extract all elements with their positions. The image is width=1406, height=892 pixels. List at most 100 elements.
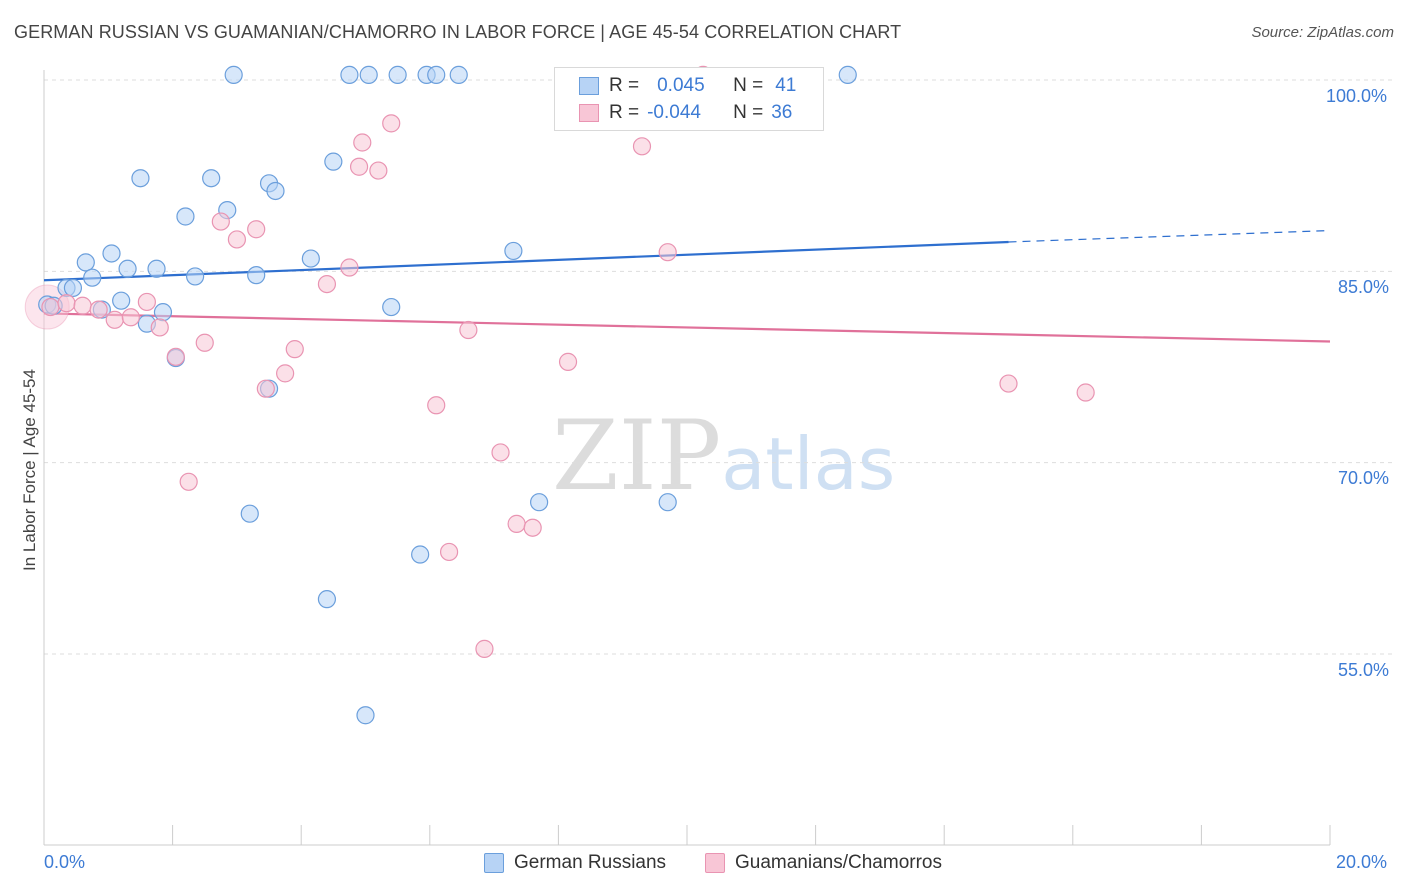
- x-tick-label: 0.0%: [44, 852, 86, 872]
- data-point-guamanians: [523, 518, 542, 537]
- watermark: ZIPatlas: [552, 400, 895, 512]
- source-label: Source: ZipAtlas.com: [1251, 24, 1394, 41]
- data-point-german-russians: [186, 267, 205, 286]
- y-tick-label: 55.0%: [1338, 660, 1390, 680]
- data-point-german-russians: [838, 65, 857, 84]
- data-point-guamanians: [340, 258, 359, 277]
- correlation-legend: R = 0.045 N = 41 R = -0.044 N = 36: [554, 67, 824, 131]
- data-point-guamanians: [369, 161, 388, 180]
- legend-n-label: N =: [733, 102, 764, 123]
- data-point-guamanians: [89, 300, 108, 319]
- data-point-guamanians: [475, 639, 494, 658]
- data-point-german-russians: [530, 493, 549, 512]
- data-points: [24, 65, 1095, 725]
- data-point-german-russians: [176, 207, 195, 226]
- legend-row-german-russians: R = 0.045 N = 41: [555, 72, 796, 100]
- data-point-guamanians: [382, 114, 401, 133]
- data-point-german-russians: [147, 259, 166, 278]
- data-point-guamanians: [1076, 383, 1095, 402]
- data-point-guamanians: [658, 243, 677, 262]
- data-point-guamanians: [105, 310, 124, 329]
- data-point-german-russians: [224, 65, 243, 84]
- data-point-guamanians: [276, 364, 295, 383]
- y-tick-label: 85.0%: [1338, 277, 1390, 297]
- watermark-atlas: atlas: [721, 422, 896, 506]
- x-tick-label: 20.0%: [1336, 852, 1388, 872]
- data-point-guamanians: [211, 212, 230, 231]
- data-point-guamanians: [150, 318, 169, 337]
- data-point-german-russians: [112, 291, 131, 310]
- legend-label: German Russians: [514, 852, 667, 873]
- data-point-german-russians: [382, 297, 401, 317]
- data-point-german-russians: [102, 244, 121, 263]
- data-point-guamanians: [507, 514, 526, 533]
- data-point-guamanians: [558, 352, 578, 371]
- legend-swatch-pink: [579, 104, 599, 122]
- legend-swatch-blue: [484, 853, 504, 873]
- y-tick-label: 100.0%: [1326, 86, 1388, 106]
- data-point-german-russians: [317, 590, 337, 609]
- data-point-guamanians: [41, 297, 60, 317]
- data-point-guamanians: [491, 443, 510, 462]
- data-point-guamanians: [999, 374, 1018, 393]
- data-point-guamanians: [256, 379, 275, 398]
- y-tick-label: 70.0%: [1338, 468, 1390, 488]
- data-point-german-russians: [131, 169, 150, 188]
- data-point-german-russians: [266, 181, 285, 201]
- legend-item-guamanians[interactable]: Guamanians/Chamorros: [705, 852, 942, 874]
- data-point-guamanians: [285, 340, 304, 359]
- legend-r-value: -0.044: [647, 102, 701, 123]
- data-point-guamanians: [73, 296, 92, 315]
- data-point-guamanians: [195, 333, 214, 352]
- legend-r-value: 0.045: [657, 75, 705, 96]
- legend-label: Guamanians/Chamorros: [735, 852, 942, 873]
- axes: [43, 70, 1331, 846]
- legend-swatch-pink: [705, 853, 725, 873]
- data-point-german-russians: [202, 169, 221, 188]
- data-point-german-russians: [411, 545, 430, 564]
- data-point-german-russians: [247, 266, 266, 285]
- legend-n-label: N =: [733, 75, 764, 96]
- data-point-guamanians: [353, 133, 372, 152]
- data-point-guamanians: [349, 157, 369, 176]
- data-point-guamanians: [247, 220, 266, 239]
- trend-line-german-russians: [43, 240, 1009, 282]
- trend-lines: [43, 229, 1331, 343]
- data-point-german-russians: [63, 278, 83, 298]
- chart-title: GERMAN RUSSIAN VS GUAMANIAN/CHAMORRO IN …: [14, 22, 902, 42]
- legend-r-label: R =: [609, 75, 640, 96]
- data-point-guamanians: [439, 542, 459, 562]
- trend-line-extension: [1008, 229, 1331, 243]
- data-point-german-russians: [153, 303, 173, 322]
- legend-swatch-blue: [579, 77, 599, 95]
- legend-row-guamanians: R = -0.044 N = 36: [555, 99, 792, 127]
- legend-n-value: 36: [771, 102, 793, 123]
- trend-line-guamanians: [43, 312, 1331, 343]
- data-point-german-russians: [301, 249, 320, 268]
- data-point-guamanians: [121, 308, 140, 327]
- watermark-zip: ZIP: [552, 400, 722, 512]
- data-point-german-russians: [388, 65, 407, 84]
- data-point-german-russians: [427, 65, 446, 84]
- data-point-guamanians: [57, 294, 76, 313]
- grid-lines: [44, 79, 1394, 655]
- data-point-guamanians: [227, 230, 246, 249]
- data-point-german-russians: [340, 65, 359, 84]
- legend-item-german-russians[interactable]: German Russians: [484, 852, 666, 874]
- legend-n-value: 41: [775, 75, 797, 96]
- data-point-guamanians: [137, 292, 156, 312]
- data-point-german-russians: [83, 268, 102, 287]
- data-point-german-russians: [449, 65, 468, 84]
- legend-r-label: R =: [609, 102, 640, 123]
- data-point-guamanians: [179, 472, 198, 491]
- data-point-german-russians: [118, 259, 137, 278]
- data-point-guamanians: [427, 396, 446, 415]
- data-point-german-russians: [324, 152, 343, 171]
- data-point-german-russians: [658, 493, 677, 512]
- series-legend: German Russians Guamanians/Chamorros: [0, 852, 1406, 878]
- data-point-german-russians: [504, 241, 523, 261]
- data-point-guamanians: [317, 274, 337, 294]
- data-point-guamanians: [459, 320, 478, 340]
- data-point-guamanians: [166, 347, 185, 366]
